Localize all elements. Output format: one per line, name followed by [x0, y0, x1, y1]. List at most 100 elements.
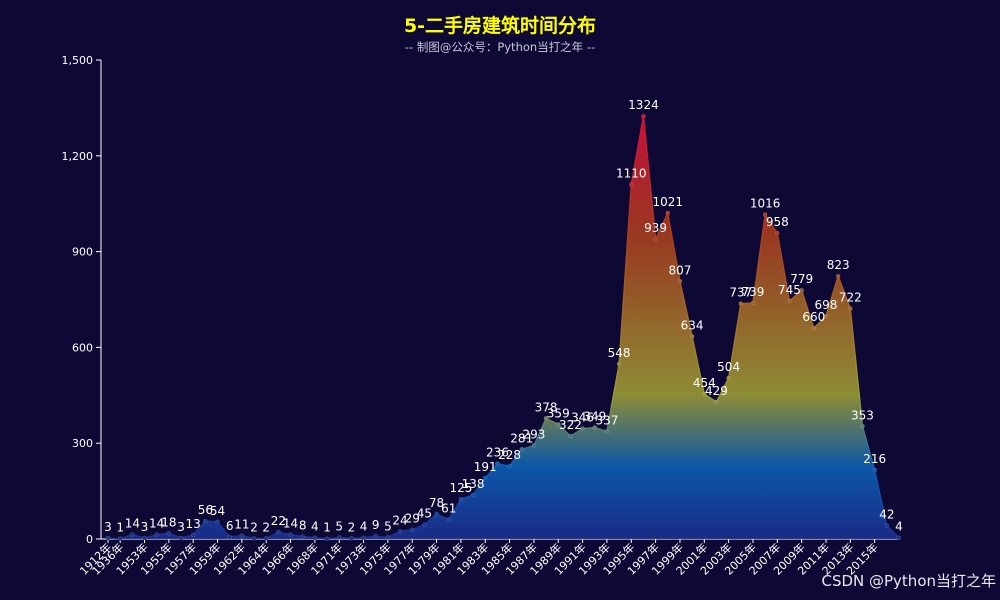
data-point[interactable] [458, 496, 464, 502]
data-point[interactable] [276, 529, 281, 535]
data-point[interactable] [811, 325, 817, 331]
data-label: 660 [802, 310, 825, 324]
data-point[interactable] [823, 313, 829, 319]
data-point[interactable] [105, 535, 111, 541]
data-label: 293 [522, 427, 545, 441]
data-point[interactable] [482, 475, 488, 481]
data-point[interactable] [470, 492, 476, 498]
data-label: 1 [323, 521, 331, 535]
data-point[interactable] [653, 236, 658, 242]
y-tick-label: 900 [72, 246, 93, 259]
data-label: 22 [271, 514, 286, 528]
chart-subtitle: -- 制图@公众号：Python当打之年 -- [405, 40, 595, 54]
data-point[interactable] [531, 443, 537, 448]
data-point[interactable] [738, 301, 744, 306]
data-label: 281 [510, 431, 533, 445]
data-point[interactable] [117, 536, 123, 541]
data-label: 3 [104, 520, 112, 534]
data-label: 3 [141, 520, 149, 534]
data-point[interactable] [142, 535, 147, 541]
data-label: 125 [449, 481, 472, 495]
data-point[interactable] [263, 536, 269, 541]
data-point[interactable] [835, 273, 841, 279]
data-point[interactable] [677, 279, 683, 284]
data-label: 56 [198, 503, 213, 517]
data-point[interactable] [665, 210, 671, 216]
data-point[interactable] [385, 535, 391, 540]
data-point[interactable] [130, 532, 135, 537]
data-point[interactable] [787, 298, 792, 304]
data-point[interactable] [203, 518, 208, 524]
data-point[interactable] [884, 523, 890, 528]
data-label: 504 [717, 360, 740, 374]
data-point[interactable] [300, 534, 305, 539]
data-point[interactable] [641, 113, 646, 119]
data-point[interactable] [896, 535, 902, 540]
data-point[interactable] [872, 467, 877, 473]
data-point[interactable] [397, 529, 403, 534]
data-label: 2 [262, 520, 270, 534]
data-point[interactable] [507, 463, 512, 469]
data-point[interactable] [556, 422, 561, 427]
data-point[interactable] [629, 182, 634, 187]
data-points [105, 113, 902, 541]
data-point[interactable] [702, 391, 707, 397]
data-label: 939 [644, 221, 667, 235]
data-point[interactable] [604, 429, 610, 434]
data-point[interactable] [336, 535, 342, 540]
data-label: 45 [417, 507, 432, 521]
data-point[interactable] [312, 535, 318, 540]
data-point[interactable] [616, 361, 622, 367]
data-label: 2 [348, 520, 356, 534]
data-point[interactable] [495, 461, 500, 466]
data-point[interactable] [373, 533, 378, 539]
data-point[interactable] [349, 536, 354, 541]
data-label: 429 [705, 384, 728, 398]
data-point[interactable] [799, 287, 804, 293]
data-point[interactable] [762, 212, 768, 217]
data-point[interactable] [361, 535, 366, 540]
data-point[interactable] [519, 447, 525, 452]
data-label: 1021 [653, 195, 684, 209]
data-point[interactable] [726, 375, 731, 381]
data-point[interactable] [860, 424, 865, 429]
data-label: 958 [766, 215, 789, 229]
x-axis: 1912年1936年1953年1955年1957年1959年1962年1964年… [77, 538, 899, 578]
data-point[interactable] [580, 426, 585, 431]
data-point[interactable] [324, 536, 330, 541]
data-point[interactable] [227, 534, 232, 540]
data-point[interactable] [775, 230, 780, 236]
data-point[interactable] [543, 416, 549, 421]
data-point[interactable] [288, 532, 293, 537]
data-point[interactable] [251, 536, 257, 541]
data-point[interactable] [215, 519, 220, 525]
data-point[interactable] [434, 511, 439, 517]
data-label: 6 [226, 519, 234, 533]
series-area [107, 116, 900, 540]
data-label: 4 [311, 520, 319, 534]
data-label: 737 [729, 286, 752, 300]
data-point[interactable] [689, 334, 695, 339]
data-label: 11 [234, 517, 249, 531]
data-point[interactable] [422, 522, 427, 527]
data-point[interactable] [178, 535, 184, 541]
data-label: 807 [669, 263, 692, 277]
data-point[interactable] [714, 399, 719, 405]
data-label: 9 [372, 518, 380, 532]
data-point[interactable] [409, 527, 415, 532]
data-point[interactable] [568, 433, 573, 439]
data-point[interactable] [848, 306, 853, 311]
data-point[interactable] [446, 517, 451, 522]
data-label: 1 [116, 521, 124, 535]
y-tick-label: 600 [72, 341, 93, 354]
data-point[interactable] [239, 533, 245, 538]
data-point[interactable] [592, 425, 598, 430]
data-label: 739 [742, 285, 765, 299]
data-point[interactable] [154, 532, 159, 537]
data-label: 322 [559, 418, 582, 432]
data-label: 346 [571, 411, 594, 425]
data-point[interactable] [750, 300, 756, 306]
data-point[interactable] [190, 532, 196, 538]
data-point[interactable] [166, 531, 172, 536]
